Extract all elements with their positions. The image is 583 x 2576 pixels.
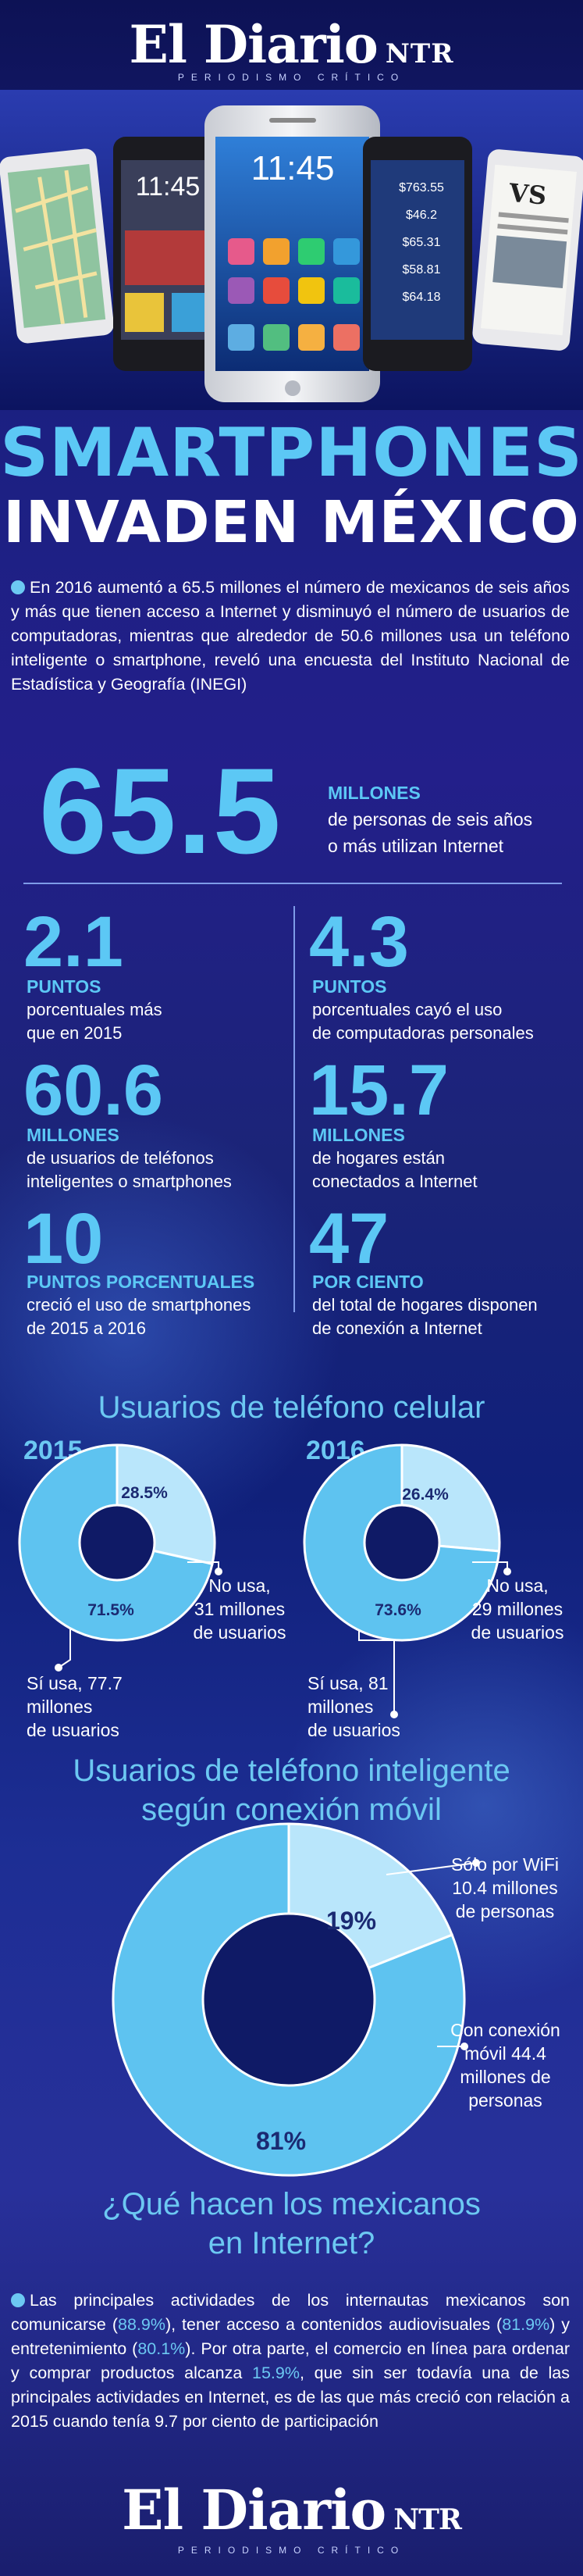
activities-paragraph: Las principales actividades de los inter… xyxy=(11,2291,570,2431)
title-line1: SMARTPHONES xyxy=(0,414,583,492)
masthead: El Diario NTR PERIODISMO CRÍTICO xyxy=(0,0,583,90)
news-label: VS xyxy=(507,178,548,211)
stat-unit: MILLONES xyxy=(312,1125,405,1145)
logo: El Diario NTR xyxy=(0,14,583,75)
phone-main: 11:45 xyxy=(204,105,380,402)
activities-title-1: ¿Qué hacen los mexicanos xyxy=(102,2187,481,2221)
stat-unit: POR CIENTO xyxy=(312,1272,424,1292)
phone-main-time: 11:45 xyxy=(251,149,335,187)
stock-value: $64.18 xyxy=(403,291,441,304)
stat-value: 60.6 xyxy=(23,1051,164,1130)
no-use-note-2015: No usa, 31 millones de usuarios xyxy=(193,1575,286,1643)
logo-text: El Diario xyxy=(129,14,379,75)
intro-paragraph: En 2016 aumentó a 65.5 millones el númer… xyxy=(11,576,570,697)
headline-stat-unit: MILLONES xyxy=(328,783,421,803)
leader-dot xyxy=(460,2043,468,2050)
donut-value-label: 28.5% xyxy=(121,1484,168,1502)
leader-dot xyxy=(215,1568,222,1575)
stat-unit: PUNTOS xyxy=(312,976,387,997)
logo-suffix: NTR xyxy=(385,38,454,70)
headline-stat-desc1: de personas de seis años xyxy=(328,809,533,830)
leader-line xyxy=(358,1631,395,1714)
yes-use-note-2016: Sí usa, 81 millones de usuarios xyxy=(307,1673,400,1740)
vertical-divider xyxy=(293,906,295,1312)
headline-stat-value: 65.5 xyxy=(39,744,283,879)
stat-value: 15.7 xyxy=(309,1051,450,1130)
stat-desc: porcentuales más que en 2015 xyxy=(27,1000,162,1043)
donut-value-label: 71.5% xyxy=(87,1601,134,1619)
stat-value: 4.3 xyxy=(309,902,409,982)
cell-section-title: Usuarios de teléfono celular xyxy=(98,1390,485,1425)
wifi-note: Sólo por WiFi 10.4 millones de personas xyxy=(450,1854,560,1921)
title-line2: INVADEN MÉXICO xyxy=(3,489,580,556)
phone-map xyxy=(0,148,114,344)
phone-news: VS xyxy=(472,149,583,351)
mobile-note: Con conexión móvil 44.4 millones de persona… xyxy=(450,2020,560,2110)
donut-value-label: 26.4% xyxy=(402,1486,449,1504)
donut-value-label: 81% xyxy=(256,2127,306,2155)
donut-hole xyxy=(363,1504,441,1582)
donut-hole xyxy=(201,1912,376,2087)
smart-section-title-1: Usuarios de teléfono inteligente xyxy=(73,1754,510,1788)
footer-logo: El Diario NTR xyxy=(122,2478,462,2542)
bullet-icon xyxy=(11,2293,25,2307)
stock-value: $65.31 xyxy=(403,236,441,249)
donut-value-label: 73.6% xyxy=(375,1601,421,1619)
no-use-note-2016: No usa, 29 millones de usuarios xyxy=(471,1575,564,1643)
stat-unit: PUNTOS xyxy=(27,976,101,997)
phone-stocks: $763.55 $46.2 $65.31 $58.81 $64.18 xyxy=(363,137,472,371)
footer-tagline: PERIODISMO CRÍTICO xyxy=(177,2545,406,2556)
leader-line xyxy=(386,1862,477,1875)
phone-left-time: 11:45 xyxy=(136,172,201,202)
leader-dot xyxy=(503,1568,511,1575)
logo-tagline: PERIODISMO CRÍTICO xyxy=(177,72,406,83)
stat-unit: PUNTOS PORCENTUALES xyxy=(27,1272,255,1292)
stat-value: 10 xyxy=(23,1199,104,1279)
headline-stat-desc2: o más utilizan Internet xyxy=(328,836,504,856)
intro-text: En 2016 aumentó a 65.5 millones el númer… xyxy=(11,578,570,694)
leader-dot xyxy=(55,1664,62,1672)
donut-hole xyxy=(78,1504,156,1582)
stat-value: 2.1 xyxy=(23,902,123,982)
leader-line xyxy=(58,1629,71,1668)
stat-value: 47 xyxy=(309,1199,389,1279)
stock-value: $763.55 xyxy=(399,181,444,194)
yes-use-note-2015: Sí usa, 77.7 millones de usuarios xyxy=(27,1673,123,1740)
stat-desc: de hogares están conectados a Internet xyxy=(312,1148,478,1191)
stat-desc: creció el uso de smartphones de 2015 a 20… xyxy=(27,1295,251,1338)
app-icons xyxy=(228,238,360,351)
stat-desc: de usuarios de teléfonos inteligentes o s… xyxy=(27,1148,232,1191)
stat-desc: del total de hogares disponen de conexión… xyxy=(312,1295,538,1338)
donut-value-label: 19% xyxy=(326,1907,376,1935)
phone-clock-left: 11:45 xyxy=(113,137,222,371)
divider xyxy=(23,883,562,884)
stock-value: $46.2 xyxy=(406,209,437,222)
stock-value: $58.81 xyxy=(403,263,441,277)
bullet-icon xyxy=(11,580,25,594)
smart-section-title-2: según conexión móvil xyxy=(141,1793,442,1827)
leader-dot xyxy=(472,1859,480,1867)
activities-title-2: en Internet? xyxy=(208,2226,375,2260)
stat-desc: porcentuales cayó el uso de computadoras … xyxy=(312,1000,534,1043)
hero-smartphones-illustration: 11:45 11:45 xyxy=(0,90,583,410)
stat-unit: MILLONES xyxy=(27,1125,119,1145)
leader-dot xyxy=(390,1711,398,1718)
